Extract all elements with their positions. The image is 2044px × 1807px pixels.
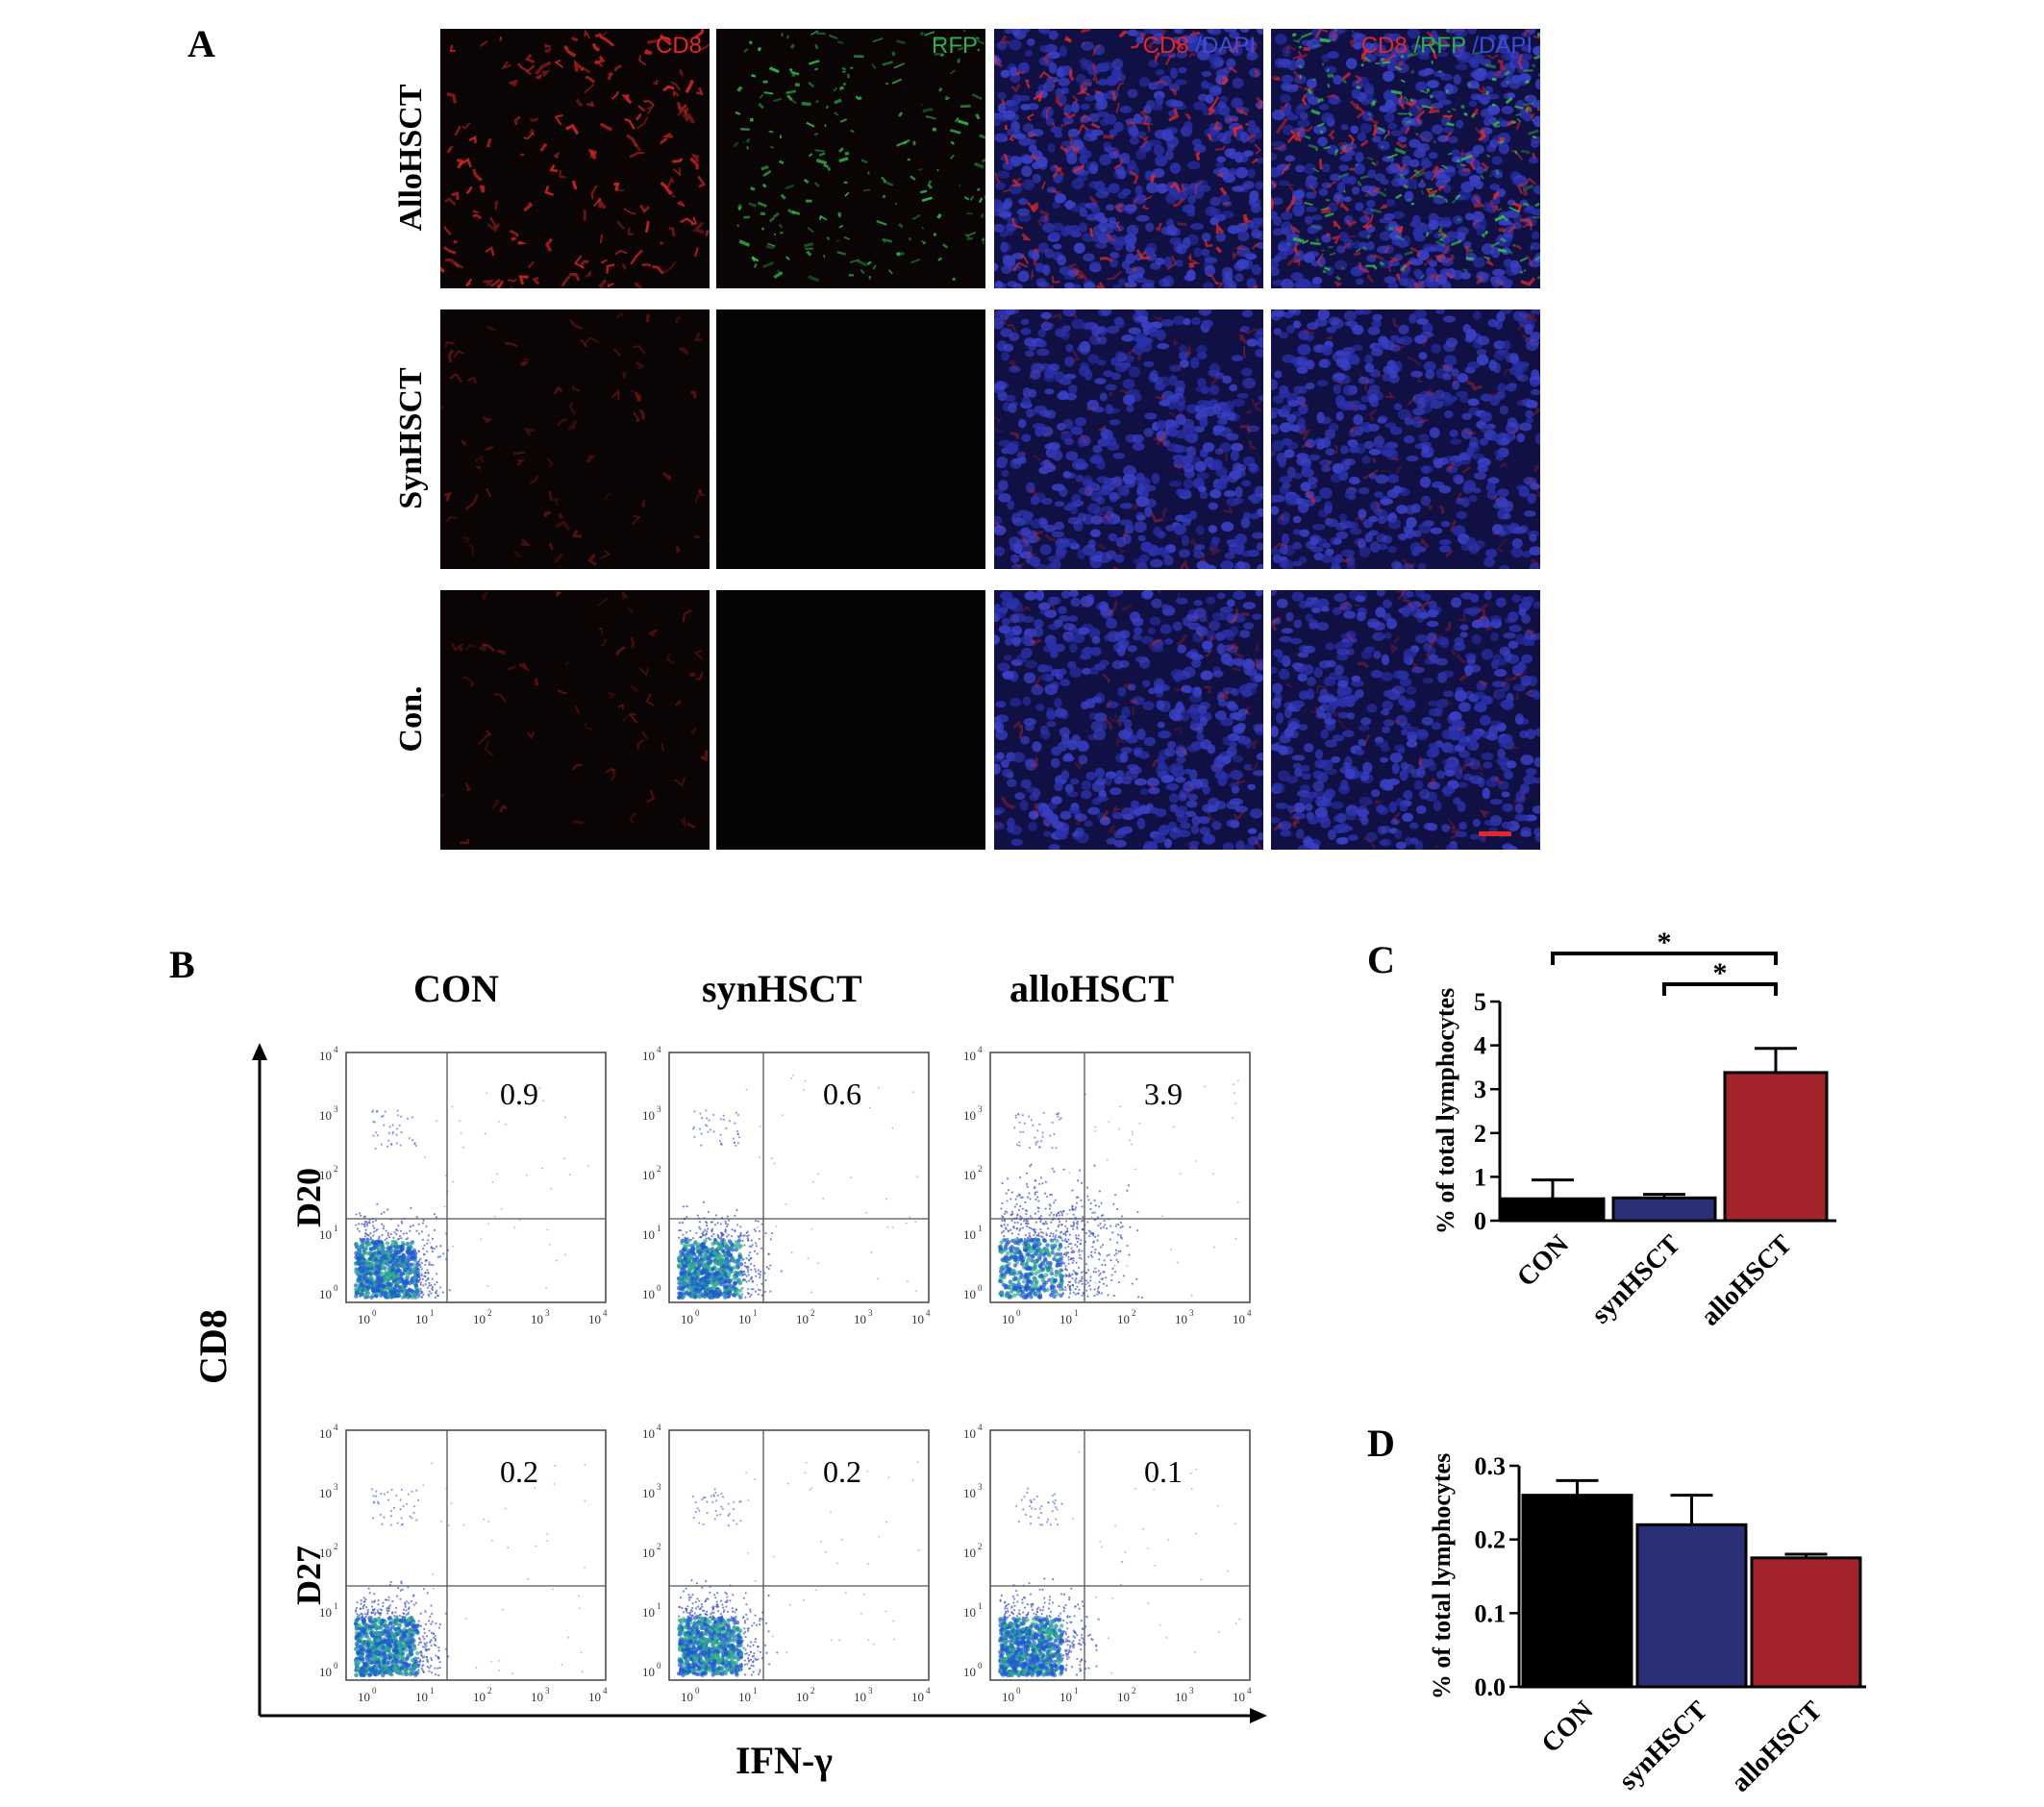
svg-text:4: 4 [334,1045,338,1054]
y-tick-label: 2 [1474,1120,1486,1148]
svg-text:10: 10 [358,1312,370,1326]
channel-label-merge: CD8 /RFP /DAPI [1360,33,1533,59]
micrograph-con-cd8 [440,590,710,850]
flow-column-title-allohsct: alloHSCT [1010,967,1175,1010]
svg-text:10: 10 [415,1312,428,1326]
svg-text:2: 2 [487,1308,492,1318]
channel-label-rfp: RFP [932,33,978,59]
flow-plot-d20-con: 10 0 10 0 10 1 10 1 10 2 10 2 10 3 10 3 10 4 10 4 [319,1045,608,1326]
quadrant-percent-value: 3.9 [1144,1077,1183,1111]
x-category-label: synHSCT [1585,1229,1686,1330]
svg-text:10: 10 [319,1108,332,1123]
svg-text:10: 10 [319,1287,332,1301]
svg-text:4: 4 [603,1308,608,1318]
scale-bar [1479,831,1511,836]
micrograph-synhsct-cd8 [440,309,710,569]
significance-star: * [1658,927,1672,958]
y-tick-label: 3 [1474,1076,1486,1103]
panel-c-letter: C [1367,938,1395,981]
flow-plot-d27-synhsct: 10 0 10 0 10 1 10 1 10 2 10 2 10 3 10 3 10 4 10 4 [642,1423,931,1704]
svg-text:2: 2 [334,1164,338,1174]
flow-column-title-synhsct: synHSCT [702,967,862,1010]
row-label-synhsct: SynHSCT [393,367,429,509]
panel-d-bar-chart: 0.0 0.1 0.2 0.3 % of total lymphocytes CON syn… [1428,1452,1866,1798]
bar-con [1521,1494,1633,1689]
bar-allohsct [1750,1556,1862,1689]
significance-bracket [1551,952,1778,965]
y-tick-label: 0.0 [1475,1673,1507,1701]
x-category-label: CON [1536,1696,1600,1759]
y-tick-label: 1 [1474,1163,1486,1191]
svg-text:1: 1 [430,1308,435,1318]
x-category-label: alloHSCT [1695,1229,1798,1332]
panel-c-bar-chart: 0 1 2 3 4 5 % of total lymphocytes CON synHSCT al… [1432,927,1836,1332]
significance-star: * [1713,957,1728,989]
micrograph-allohsct-rfp: RFP [716,29,985,288]
y-tick-label: 0.3 [1475,1452,1507,1480]
flow-x-axis-label: IFN-γ [735,1739,833,1782]
svg-text:10: 10 [473,1312,486,1326]
channel-label-cd8dapi: CD8 /DAPI [1142,33,1256,59]
micrograph-con-cd8dapi [994,590,1263,850]
bar-allohsct [1723,1071,1829,1223]
y-tick-label: 0 [1474,1207,1486,1235]
micrograph-con-rfp [716,590,985,850]
y-tick-label: 0.2 [1475,1526,1507,1554]
y-axis-label: % of total lymphocytes [1432,988,1459,1234]
flow-y-axis-label: CD8 [191,1309,235,1384]
flow-plot-d20-allohsct: 10 0 10 0 10 1 10 1 10 2 10 2 10 3 10 3 10 4 10 4 [963,1045,1252,1326]
svg-text:10: 10 [588,1312,601,1326]
micrograph-con-merge [1271,590,1540,850]
row-label-con: Con. [393,685,429,753]
quadrant-percent-value: 0.2 [823,1454,861,1489]
flow-plot-d27-con: 10 0 10 0 10 1 10 1 10 2 10 2 10 3 10 3 10 4 10 4 [319,1423,608,1704]
row-label-allohsct: AlloHSCT [393,84,429,232]
svg-text:10: 10 [319,1049,332,1063]
x-category-label: alloHSCT [1726,1696,1829,1798]
channel-label-cd8: CD8 [655,33,702,59]
x-category-label: CON [1511,1229,1575,1293]
micrograph-allohsct-merge: CD8 /RFP /DAPI [1271,29,1540,288]
y-tick-label: 4 [1474,1032,1486,1060]
y-tick-label: 5 [1474,988,1486,1016]
bar-synhsct [1611,1196,1717,1223]
significance-bracket [1662,982,1778,996]
flow-plot-d20-synhsct: 10 0 10 0 10 1 10 1 10 2 10 2 10 3 10 3 10 4 10 4 [642,1045,931,1326]
svg-text:3: 3 [545,1308,550,1318]
micrograph-synhsct-rfp [716,309,985,569]
bar-synhsct [1635,1522,1748,1689]
quadrant-percent-value: 0.9 [500,1077,538,1111]
svg-text:3: 3 [334,1104,338,1114]
y-tick-label: 0.1 [1475,1599,1507,1627]
quadrant-percent-value: 0.6 [823,1077,861,1111]
micrograph-allohsct-cd8: CD8 [440,29,710,288]
svg-text:10: 10 [319,1227,332,1242]
svg-text:1: 1 [334,1224,338,1233]
svg-text:0: 0 [334,1283,338,1293]
micrograph-allohsct-cd8dapi: CD8 /DAPI [994,29,1263,288]
flow-column-title-con: CON [413,967,499,1010]
flow-plot-d27-allohsct: 10 0 10 0 10 1 10 1 10 2 10 2 10 3 10 3 10 4 10 4 [963,1423,1252,1704]
micrograph-synhsct-merge [1271,309,1540,569]
x-category-label: synHSCT [1613,1696,1714,1796]
flow-axes-arrows [252,1043,1267,1723]
panel-b-letter: B [169,943,195,986]
quadrant-percent-value: 0.2 [500,1454,538,1489]
panel-d-letter: D [1367,1422,1395,1465]
panel-a-letter: A [187,22,215,65]
svg-text:10: 10 [319,1168,332,1182]
svg-text:10: 10 [531,1312,543,1326]
quadrant-percent-value: 0.1 [1144,1454,1183,1489]
bar-con [1500,1197,1606,1223]
y-axis-label: % of total lymphocytes [1428,1453,1456,1699]
micrograph-synhsct-cd8dapi [994,309,1263,569]
svg-text:0: 0 [372,1308,377,1318]
